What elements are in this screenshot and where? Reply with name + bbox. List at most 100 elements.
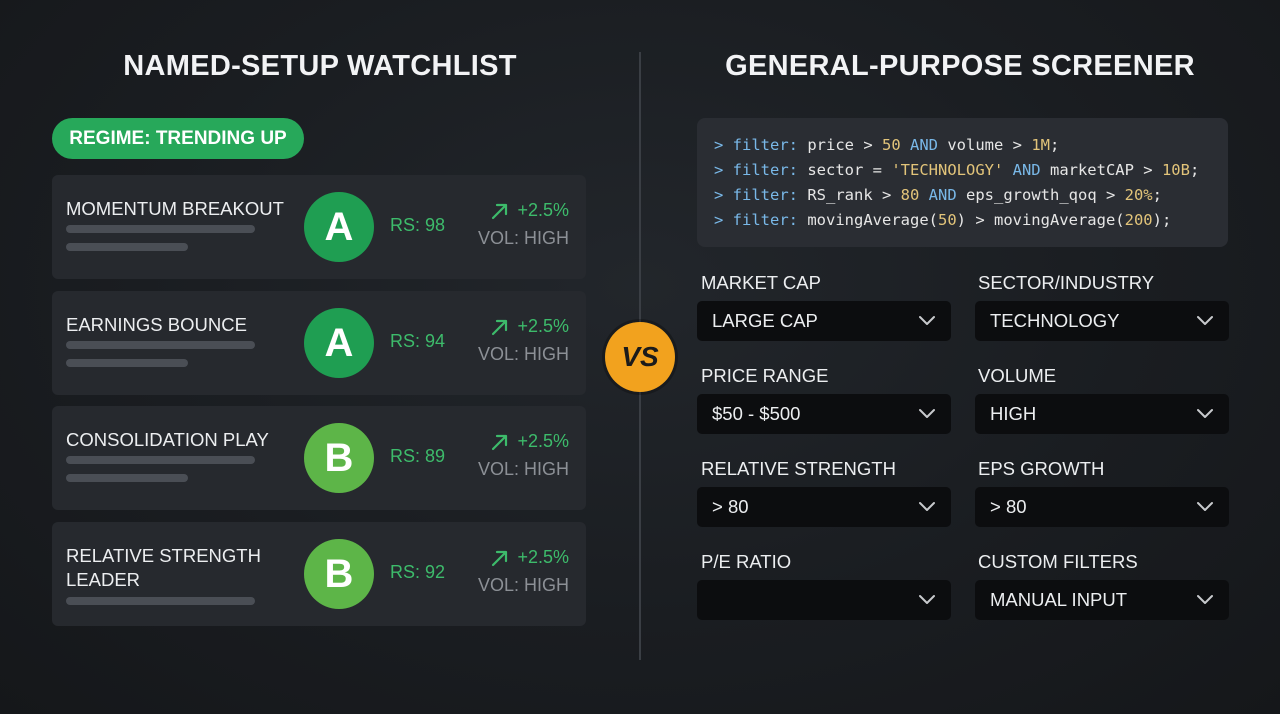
code-token: price > [798,136,882,154]
eps-growth-select[interactable]: > 80 [975,487,1229,527]
change-indicator: +2.5% [491,431,569,452]
setup-card[interactable]: CONSOLIDATION PLAY B RS: 89 +2.5% VOL: H… [52,406,586,510]
volume-label: VOL: HIGH [477,459,569,479]
placeholder-line [66,597,255,605]
change-value: +2.5% [517,200,569,220]
placeholder-line [66,359,188,367]
screener-heading: GENERAL-PURPOSE SCREENER [725,50,1195,82]
select-value: TECHNOLOGY [990,310,1120,331]
trend-up-arrow-icon [492,203,508,219]
pe-ratio-select[interactable] [697,580,951,620]
code-token: 'TECHNOLOGY' [891,161,1004,179]
code-token: 200 [1124,211,1153,229]
setup-title: CONSOLIDATION PLAY [66,429,269,450]
select-value: > 80 [712,496,749,517]
code-token: volume > [947,136,1032,154]
volume-label: VOL: HIGH [477,228,569,248]
volume-select[interactable]: HIGH [975,394,1229,434]
rs-value: RS: 94 [390,331,446,351]
chevron-down-icon [919,595,935,604]
code-token: ; [1189,161,1200,179]
filter-prompt: > filter: [714,136,798,154]
chevron-down-icon [1197,409,1213,418]
change-indicator: +2.5% [491,316,569,337]
relative-strength-select[interactable]: > 80 [697,487,951,527]
chevron-down-icon [919,502,935,511]
code-token: 50 [882,136,901,154]
select-value: > 80 [990,496,1027,517]
select-value: LARGE CAP [712,310,818,331]
filter-prompt: > filter: [714,186,798,204]
chevron-down-icon [1197,502,1213,511]
regime-badge[interactable]: REGIME: TRENDING UP [52,118,304,159]
field-label-pe-ratio: P/E RATIO [701,551,792,572]
filter-code-line: > filter: RS_rank > 80 AND eps_growth_qo… [714,183,1228,208]
code-token: ); [1152,211,1172,229]
change-indicator: +2.5% [491,200,569,221]
placeholder-line [66,474,188,482]
change-value: +2.5% [517,316,569,336]
rs-value: RS: 89 [390,446,446,466]
code-token: marketCAP > [1049,161,1162,179]
placeholder-line [66,341,255,349]
field-label-custom-filters: CUSTOM FILTERS [978,551,1138,572]
code-token: 20% [1124,186,1153,204]
filter-prompt: > filter: [714,161,798,179]
filter-code-line: > filter: sector = 'TECHNOLOGY' AND mark… [714,158,1228,183]
trend-up-arrow-icon [492,550,508,566]
code-token: AND [919,186,966,204]
change-indicator: +2.5% [491,547,569,568]
rs-value: RS: 98 [390,215,446,235]
volume-label: VOL: HIGH [477,575,569,595]
field-label-eps-growth: EPS GROWTH [978,458,1105,479]
code-token: AND [1003,161,1050,179]
field-label-market-cap: MARKET CAP [701,272,821,293]
field-label-volume: VOLUME [978,365,1057,386]
market-cap-select[interactable]: LARGE CAP [697,301,951,341]
grade-badge: B [304,423,374,493]
filter-code-line: > filter: movingAverage(50) > movingAver… [714,208,1228,233]
grade-badge: A [304,192,374,262]
code-token: 50 [937,211,957,229]
code-token: sector = [798,161,892,179]
setup-title: RELATIVE STRENGTH LEADER [66,545,261,590]
code-token: 80 [900,186,920,204]
placeholder-line [66,456,255,464]
setup-card[interactable]: MOMENTUM BREAKOUT A RS: 98 +2.5% VOL: HI… [52,175,586,279]
chevron-down-icon [919,409,935,418]
code-token: AND [900,136,948,154]
code-token: 1M [1031,136,1051,154]
code-token: ; [1152,186,1162,204]
code-token: ; [1050,136,1060,154]
field-label-sector: SECTOR/INDUSTRY [978,272,1155,293]
placeholder-line [66,225,255,233]
chevron-down-icon [1197,316,1213,325]
chevron-down-icon [1197,595,1213,604]
setup-card[interactable]: EARNINGS BOUNCE A RS: 94 +2.5% VOL: HIGH [52,291,586,395]
grade-badge: A [304,308,374,378]
vs-badge: VS [605,322,675,392]
field-label-relative-strength: RELATIVE STRENGTH [701,458,896,479]
volume-label: VOL: HIGH [477,344,569,364]
price-range-select[interactable]: $50 - $500 [697,394,951,434]
rs-value: RS: 92 [390,562,446,582]
watchlist-heading: NAMED-SETUP WATCHLIST [123,50,517,82]
chevron-down-icon [919,316,935,325]
code-token: RS_rank > [798,186,901,204]
filter-code-block[interactable]: > filter: price > 50 AND volume > 1M; > f… [697,118,1228,247]
select-value: HIGH [990,403,1037,424]
select-value: $50 - $500 [712,403,801,424]
setup-card[interactable]: RELATIVE STRENGTH LEADER B RS: 92 +2.5% … [52,522,586,626]
select-value: MANUAL INPUT [990,589,1128,610]
change-value: +2.5% [517,547,569,567]
filter-prompt: > filter: [714,211,798,229]
setup-title: MOMENTUM BREAKOUT [66,198,284,219]
filter-code-line: > filter: price > 50 AND volume > 1M; [714,133,1228,158]
code-token: ) > movingAverage( [956,211,1125,229]
placeholder-line [66,243,188,251]
sector-select[interactable]: TECHNOLOGY [975,301,1229,341]
custom-filters-select[interactable]: MANUAL INPUT [975,580,1229,620]
setup-title: EARNINGS BOUNCE [66,314,247,335]
trend-up-arrow-icon [492,319,508,335]
trend-up-arrow-icon [492,434,508,450]
